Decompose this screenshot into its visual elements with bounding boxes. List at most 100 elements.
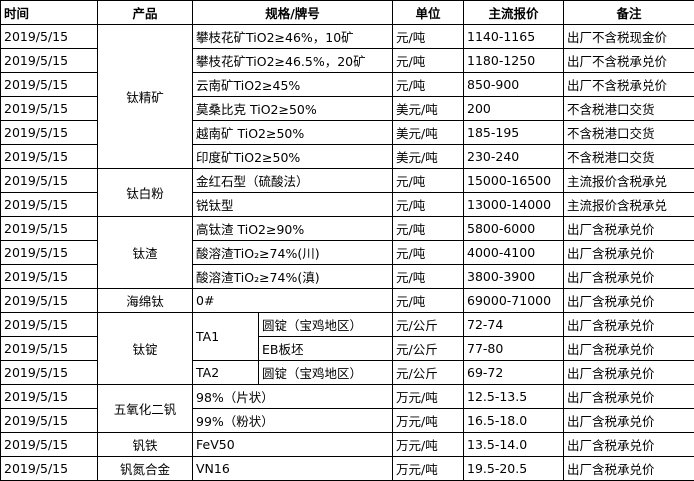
grade-cell: TA1 xyxy=(192,312,259,361)
note-cell: 不含税港口交货 xyxy=(563,120,694,145)
row: 2019/5/15 莫桑比克 TiO2≥50% 美元/吨 200 不含税港口交货 xyxy=(0,96,694,121)
unit-cell: 元/吨 xyxy=(392,24,465,49)
date-cell: 2019/5/15 xyxy=(0,456,98,481)
row: 2019/5/15 五氧化二钒 98%（片状） 万元/吨 12.5-13.5 出厂含税承兑… xyxy=(0,384,694,433)
unit-cell: 元/公斤 xyxy=(392,312,465,337)
price-cell: 230-240 xyxy=(463,144,565,169)
spec-cell: VN16 xyxy=(191,456,394,481)
date-cell: 2019/5/15 xyxy=(0,24,98,49)
note-cell: 不含税港口交货 xyxy=(563,144,694,169)
note-cell: 出厂含税承兑价 xyxy=(563,360,694,385)
unit-cell: 元/吨 xyxy=(392,216,465,241)
header-cell: 规格/牌号 xyxy=(191,0,394,25)
product-cell: 钒氮合金 xyxy=(97,456,193,481)
row: 2019/5/15 越南矿 TiO2≥50% 美元/吨 185-195 不含税港口交货 xyxy=(0,120,694,145)
date-cell: 2019/5/15 xyxy=(0,144,98,169)
row: 2019/5/15 钛精矿 攀枝花矿TiO2≥46%，10矿 元/吨 1140-1165… xyxy=(0,24,694,169)
unit-cell: 万元/吨 xyxy=(392,432,465,457)
note-cell: 出厂含税承兑价 xyxy=(563,216,694,241)
price-cell: 16.5-18.0 xyxy=(463,408,565,433)
header-cell: 时间 xyxy=(0,0,98,25)
note-cell: 出厂不含税承兑价 xyxy=(563,72,694,97)
spec-cell: 99%（粉状） xyxy=(191,408,394,433)
price-cell: 12.5-13.5 xyxy=(463,384,565,409)
price-cell: 1180-1250 xyxy=(463,48,565,73)
date-cell: 2019/5/15 xyxy=(0,48,98,73)
date-cell: 2019/5/15 xyxy=(0,312,98,337)
date-cell: 2019/5/15 xyxy=(0,288,98,313)
note-cell: 出厂含税承兑价 xyxy=(563,432,694,457)
note-cell: 主流报价含税承兑 xyxy=(563,192,694,217)
row: 2019/5/15 云南矿TiO2≥45% 元/吨 850-900 出厂不含税承兑价 xyxy=(0,72,694,97)
date-cell: 2019/5/15 xyxy=(0,216,98,241)
spec-cell: 印度矿TiO2≥50% xyxy=(191,144,394,169)
row: 2019/5/15 钒氮合金 VN16 万元/吨 19.5-20.5 出厂含税承兑价 xyxy=(0,456,694,481)
unit-cell: 美元/吨 xyxy=(392,120,465,145)
unit-cell: 元/吨 xyxy=(392,240,465,265)
date-cell: 2019/5/15 xyxy=(0,72,98,97)
date-cell: 2019/5/15 xyxy=(0,336,98,361)
price-cell: 185-195 xyxy=(463,120,565,145)
unit-cell: 元/吨 xyxy=(392,264,465,289)
date-cell: 2019/5/15 xyxy=(0,384,98,409)
unit-cell: 美元/吨 xyxy=(392,96,465,121)
header-cell: 备注 xyxy=(563,0,694,25)
product-cell: 五氧化二钒 xyxy=(97,384,193,433)
header-cell: 主流报价 xyxy=(463,0,565,25)
unit-cell: 万元/吨 xyxy=(392,384,465,409)
row: 2019/5/15 海绵钛 0# 元/吨 69000-71000 出厂含税承兑价 xyxy=(0,288,694,313)
spec-cell: 酸溶渣TiO₂≥74%(川) xyxy=(191,240,394,265)
price-cell: 69-72 xyxy=(463,360,565,385)
note-cell: 出厂含税承兑价 xyxy=(563,240,694,265)
spec-cell: 0# xyxy=(191,288,394,313)
unit-cell: 元/公斤 xyxy=(392,360,465,385)
note-cell: 出厂含税承兑价 xyxy=(563,264,694,289)
product-cell: 钛渣 xyxy=(97,216,193,289)
header-row: 时间 产品 规格/牌号 单位 主流报价 备注 xyxy=(0,0,694,25)
note-cell: 出厂含税承兑价 xyxy=(563,456,694,481)
note-cell: 主流报价含税承兑 xyxy=(563,168,694,193)
note-cell: 不含税港口交货 xyxy=(563,96,694,121)
date-cell: 2019/5/15 xyxy=(0,264,98,289)
date-cell: 2019/5/15 xyxy=(0,192,98,217)
spec-cell: 锐钛型 xyxy=(191,192,394,217)
row: 2019/5/15 印度矿TiO2≥50% 美元/吨 230-240 不含税港口交货 xyxy=(0,144,694,169)
header-cell: 单位 xyxy=(392,0,465,25)
price-cell: 5800-6000 xyxy=(463,216,565,241)
note-cell: 出厂含税承兑价 xyxy=(563,384,694,409)
price-cell: 13000-14000 xyxy=(463,192,565,217)
unit-cell: 元/吨 xyxy=(392,192,465,217)
date-cell: 2019/5/15 xyxy=(0,240,98,265)
product-cell: 钛精矿 xyxy=(97,24,193,169)
unit-cell: 元/吨 xyxy=(392,48,465,73)
spec-cell: 越南矿 TiO2≥50% xyxy=(191,120,394,145)
date-cell: 2019/5/15 xyxy=(0,360,98,385)
spec-cell: 98%（片状） xyxy=(191,384,394,409)
row: 2019/5/15 钛渣 高钛渣 TiO2≥90% 元/吨 5800-6000 出厂含税承… xyxy=(0,216,694,289)
note-cell: 出厂含税承兑价 xyxy=(563,288,694,313)
spec-cell: 攀枝花矿TiO2≥46%，10矿 xyxy=(191,24,394,49)
row: 2019/5/15 锐钛型 元/吨 13000-14000 主流报价含税承兑 xyxy=(0,192,694,217)
spec-cell: 莫桑比克 TiO2≥50% xyxy=(191,96,394,121)
product-cell: 钛锭 xyxy=(97,312,193,385)
row: 2019/5/15 EB板坯 元/公斤 77-80 出厂含税承兑价 xyxy=(0,336,694,361)
spec-cell: 云南矿TiO2≥45% xyxy=(191,72,394,97)
grade-cell: TA2 xyxy=(192,360,259,385)
row: 2019/5/15 钛白粉 金红石型（硫酸法） 元/吨 15000-16500 主流报价含… xyxy=(0,168,694,217)
note-cell: 出厂不含税现金价 xyxy=(563,24,694,49)
product-cell: 海绵钛 xyxy=(97,288,193,313)
spec-cell: 金红石型（硫酸法） xyxy=(191,168,394,193)
unit-cell: 元/吨 xyxy=(392,288,465,313)
unit-cell: 元/吨 xyxy=(392,168,465,193)
unit-cell: 元/公斤 xyxy=(392,336,465,361)
note-cell: 出厂含税承兑价 xyxy=(563,336,694,361)
price-cell: 1140-1165 xyxy=(463,24,565,49)
spec-cell: 圆锭（宝鸡地区） xyxy=(257,360,394,385)
row: 2019/5/15 99%（粉状） 万元/吨 16.5-18.0 出厂含税承兑价 xyxy=(0,408,694,433)
price-cell: 200 xyxy=(463,96,565,121)
row: 2019/5/15 钛锭 TA1 圆锭（宝鸡地区） 元/公斤 72-74 出厂含税承兑价 xyxy=(0,312,694,385)
price-cell: 13.5-14.0 xyxy=(463,432,565,457)
note-cell: 出厂不含税承兑价 xyxy=(563,48,694,73)
